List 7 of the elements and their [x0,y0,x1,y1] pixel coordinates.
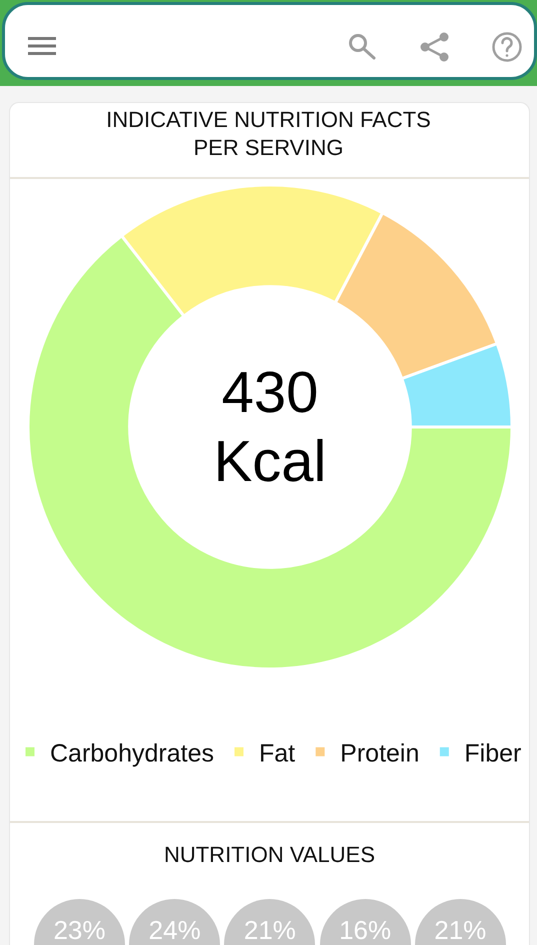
chart-title: INDICATIVE NUTRITION FACTS PER SERVING [105,106,432,162]
text: 430 Kcal [212,359,328,496]
text: NUTRITION VALUES [162,841,376,869]
legend-label: Protein [340,740,420,768]
legend-label: Fiber [464,740,522,768]
legend-label: Fat [258,740,296,768]
legend-label: Carbohydrates [50,740,214,768]
